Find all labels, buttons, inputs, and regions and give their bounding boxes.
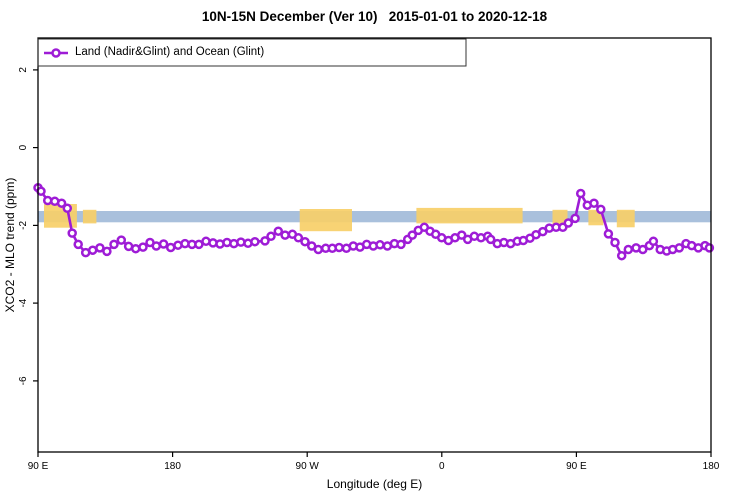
land-segment <box>82 209 97 224</box>
data-point <box>158 239 169 249</box>
legend-box <box>37 38 467 67</box>
x-tick-label: 0 <box>439 461 445 472</box>
legend-marker-icon <box>51 48 61 58</box>
data-point <box>596 204 606 215</box>
data-point <box>280 230 290 240</box>
land-segment <box>416 207 523 224</box>
y-tick-label: -6 <box>18 376 29 385</box>
data-point <box>165 242 176 253</box>
chart-title: 10N-15N December (Ver 10) 2015-01-01 to … <box>201 9 548 24</box>
data-point <box>589 198 599 208</box>
y-tick-label: 0 <box>18 144 29 150</box>
data-point <box>300 236 310 247</box>
data-point <box>407 230 418 240</box>
land-segment <box>299 209 352 232</box>
y-tick-label: 2 <box>18 67 29 73</box>
data-point <box>273 226 284 236</box>
data-point <box>485 234 496 245</box>
data-point <box>575 188 586 199</box>
data-point <box>623 244 634 255</box>
data-point <box>73 239 83 250</box>
land-segment <box>616 209 635 228</box>
data-point <box>260 236 270 246</box>
x-tick-label: 90 E <box>566 461 587 472</box>
data-point <box>456 230 467 240</box>
data-point <box>95 243 105 253</box>
y-axis-label: XCO2 - MLO trend (ppm) <box>3 177 17 313</box>
data-point <box>138 242 148 252</box>
data-point <box>334 242 344 253</box>
data-point <box>266 231 276 242</box>
data-point <box>116 235 127 245</box>
x-tick-label: 90 W <box>296 461 320 472</box>
data-point <box>102 246 112 257</box>
data-point <box>151 241 162 251</box>
x-tick-label: 180 <box>164 461 181 472</box>
data-point <box>704 243 715 253</box>
data-point <box>396 239 406 250</box>
data-point <box>236 237 246 247</box>
data-point <box>250 236 260 247</box>
legend-label: Land (Nadir&Glint) and Ocean (Glint) <box>75 46 265 58</box>
data-point <box>313 244 324 255</box>
data-point <box>616 250 627 261</box>
data-point <box>109 239 119 250</box>
y-tick-label: -4 <box>18 298 29 307</box>
x-tick-label: 90 E <box>28 461 49 472</box>
data-point <box>87 245 98 255</box>
ocean-band <box>38 211 711 223</box>
data-point <box>130 243 141 254</box>
data-point <box>194 239 204 250</box>
data-point <box>570 213 580 224</box>
data-point <box>610 237 620 248</box>
x-axis-label: Longitude (deg E) <box>326 477 423 491</box>
data-point <box>67 228 77 238</box>
data-point <box>648 236 659 247</box>
data-point <box>62 203 73 214</box>
data-point <box>674 243 685 253</box>
data-point <box>375 240 385 250</box>
data-point <box>293 233 304 243</box>
data-point <box>563 218 574 228</box>
data-point <box>603 229 614 239</box>
x-tick-label: 180 <box>703 461 720 472</box>
y-tick-label: -2 <box>18 221 29 230</box>
data-point <box>638 244 648 255</box>
data-point <box>56 198 67 208</box>
plot-border <box>37 37 712 453</box>
